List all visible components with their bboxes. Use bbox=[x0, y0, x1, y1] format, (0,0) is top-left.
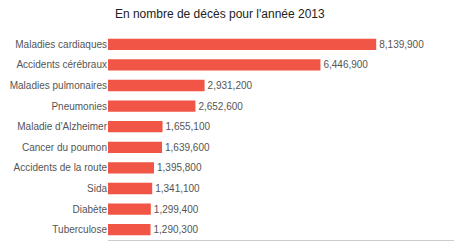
svg-text:1,395,800: 1,395,800 bbox=[157, 162, 202, 173]
svg-text:1,299,400: 1,299,400 bbox=[154, 204, 199, 215]
svg-text:2,931,200: 2,931,200 bbox=[208, 80, 253, 91]
svg-text:6,446,900: 6,446,900 bbox=[323, 59, 368, 70]
svg-text:Maladie d'Alzheimer: Maladie d'Alzheimer bbox=[17, 121, 107, 132]
svg-text:8,139,900: 8,139,900 bbox=[379, 39, 424, 50]
svg-text:1,655,100: 1,655,100 bbox=[166, 121, 211, 132]
svg-text:1,639,600: 1,639,600 bbox=[165, 142, 210, 153]
svg-text:Sida: Sida bbox=[87, 183, 107, 194]
svg-text:En nombre de décès pour l'anné: En nombre de décès pour l'année 2013 bbox=[115, 7, 325, 21]
svg-text:1,341,100: 1,341,100 bbox=[155, 183, 200, 194]
svg-text:2,652,600: 2,652,600 bbox=[198, 101, 243, 112]
svg-text:Pneumonies: Pneumonies bbox=[51, 101, 107, 112]
svg-text:Cancer du poumon: Cancer du poumon bbox=[22, 142, 107, 153]
svg-text:Accidents cérébraux: Accidents cérébraux bbox=[16, 59, 107, 70]
svg-text:Accidents de la route: Accidents de la route bbox=[14, 162, 108, 173]
svg-text:Maladies cardiaques: Maladies cardiaques bbox=[15, 39, 107, 50]
svg-text:1,290,300: 1,290,300 bbox=[154, 224, 199, 235]
svg-text:Diabète: Diabète bbox=[73, 204, 108, 215]
svg-text:Maladies pulmonaires: Maladies pulmonaires bbox=[10, 80, 107, 91]
svg-text:Tuberculose: Tuberculose bbox=[52, 224, 107, 235]
